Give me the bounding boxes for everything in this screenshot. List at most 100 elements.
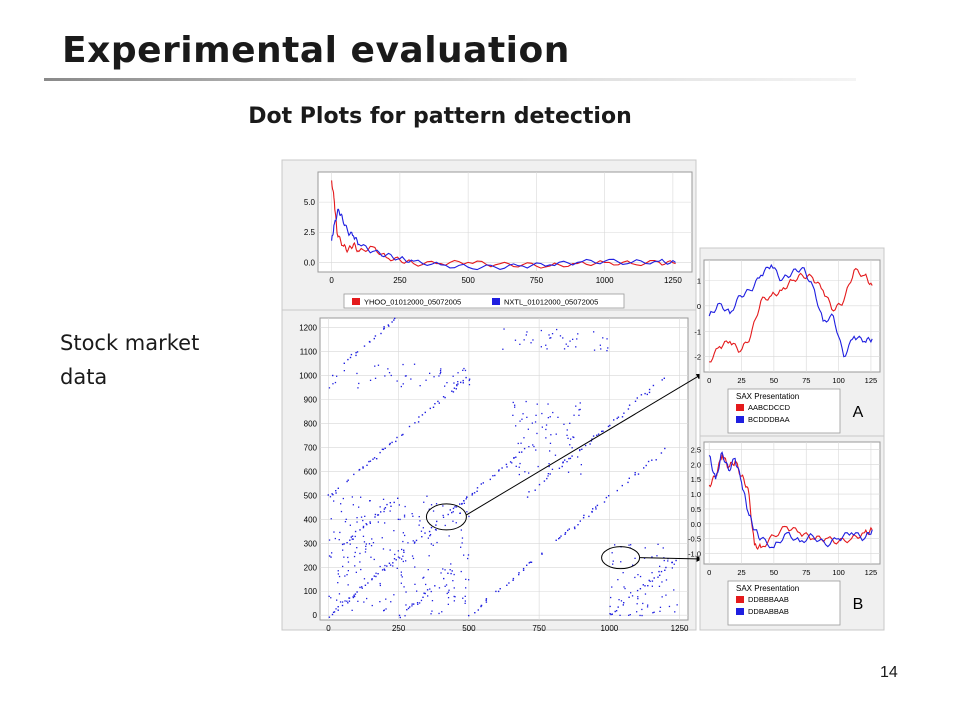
dotplot-dot — [429, 534, 432, 536]
dotplot-dot — [354, 595, 356, 598]
dotplot-dot — [368, 340, 371, 343]
dotplot-dot — [515, 465, 517, 467]
dotplot-dot — [383, 327, 385, 330]
dotplot-dot — [347, 584, 349, 586]
dotplot-dot — [343, 370, 345, 372]
dotplot-dot — [405, 375, 407, 377]
dotplot-dot — [426, 495, 428, 497]
dotplot-dot — [419, 602, 421, 604]
dotplot-dot — [403, 551, 405, 553]
dotplot-dot — [460, 381, 462, 384]
dotplot-dot — [661, 596, 663, 598]
dotplot-dot — [390, 601, 392, 603]
dotplot-dot — [555, 539, 557, 541]
panel-a-series-line-red — [709, 267, 873, 363]
dotplot-dot — [344, 575, 346, 577]
dotplot-dot — [436, 541, 438, 544]
dotplot-y-tick-label: 700 — [304, 443, 318, 452]
dotplot-dot — [526, 496, 529, 498]
dotplot-dot — [346, 574, 348, 576]
dotplot-dot — [465, 376, 467, 379]
dotplot-y-tick-label: 400 — [304, 515, 318, 524]
dotplot-dot — [468, 378, 471, 380]
dotplot-dot — [337, 582, 339, 584]
dotplot-dot — [646, 393, 648, 396]
dotplot-dot — [651, 556, 653, 558]
dotplot-dot — [358, 382, 360, 385]
dotplot-dot — [377, 364, 380, 366]
dotplot-dot — [563, 348, 566, 350]
dotplot-dot — [400, 582, 402, 584]
dotplot-dot — [354, 593, 357, 595]
dotplot-dot — [497, 590, 500, 593]
dotplot-dot — [350, 536, 352, 538]
dotplot-dot — [550, 337, 552, 339]
dotplot-dot — [584, 444, 587, 447]
panel-a-y-tick-label: -1 — [694, 327, 701, 336]
dotplot-dot — [468, 579, 470, 581]
dotplot-dot — [395, 440, 397, 443]
dotplot-dot — [593, 349, 596, 351]
dotplot-dot — [665, 594, 667, 596]
top-chart-x-tick-label: 1250 — [664, 276, 682, 285]
dotplot-dot — [614, 610, 616, 613]
dotplot-dot — [614, 544, 616, 546]
dotplot-dot — [440, 572, 442, 574]
dotplot-dot — [530, 561, 533, 563]
panel-b-legend-box — [727, 580, 841, 626]
dotplot-dot — [579, 520, 581, 522]
dotplot-dot — [517, 442, 519, 445]
dotplot-dot — [404, 615, 406, 617]
dotplot-dot — [423, 592, 425, 594]
dotplot-dot — [344, 600, 346, 602]
dotplot-dot — [554, 454, 557, 456]
dotplot-dot — [407, 607, 410, 610]
dotplot-dot — [452, 391, 455, 393]
dotplot-dot — [385, 598, 387, 600]
dotplot-dot — [360, 568, 362, 571]
dotplot-dot — [612, 563, 614, 565]
dotplot-dot — [592, 435, 595, 437]
dotplot-dot — [371, 604, 373, 607]
dotplot-dot — [384, 507, 387, 509]
dotplot-dot — [337, 570, 339, 572]
dotplot-dot — [372, 542, 375, 544]
dotplot-dot — [528, 562, 530, 564]
dotplot-dot — [636, 611, 638, 613]
dotplot-dot — [442, 396, 445, 398]
dotplot-dot — [634, 400, 637, 402]
dotplot-dot — [630, 544, 632, 546]
dotplot-dot — [351, 496, 353, 498]
dotplot-dot — [438, 402, 440, 404]
dotplot-dot — [651, 459, 653, 461]
panel-a-legend-swatch — [736, 404, 744, 411]
dotplot-dot — [346, 480, 348, 483]
dotplot-dot — [424, 592, 426, 595]
dotplot-dot — [389, 564, 392, 566]
dotplot-dot — [639, 614, 641, 617]
dotplot-dot — [346, 542, 348, 544]
dotplot-dot — [329, 496, 332, 498]
top-chart-legend-entry: NXTL_01012000_05072005 — [504, 298, 598, 307]
dotplot-dot — [332, 494, 334, 496]
dotplot-dot — [637, 473, 640, 475]
dotplot-dot — [442, 505, 444, 507]
top-chart-legend-swatch — [352, 298, 360, 305]
dotplot-dot — [527, 428, 529, 430]
dotplot-y-tick-label: 300 — [304, 539, 318, 548]
arrow-to-panel-b — [639, 555, 703, 562]
dotplot-dot — [335, 490, 337, 492]
dotplot-dot — [402, 383, 404, 385]
dotplot-y-tick-label: 600 — [304, 467, 318, 476]
dotplot-dot — [429, 407, 431, 410]
dotplot-dot — [639, 575, 642, 578]
panel-a-x-tick-label: 0 — [707, 376, 711, 385]
dotplot-dot — [577, 524, 579, 526]
top-chart-plot-area — [317, 171, 693, 273]
panel-a-x-tick-label: 75 — [802, 376, 810, 385]
dotplot-dot — [663, 377, 665, 379]
dotplot-dot — [593, 331, 595, 333]
dotplot-dot — [421, 414, 424, 416]
dotplot-dot — [402, 532, 404, 534]
dotplot-dot — [393, 501, 395, 504]
